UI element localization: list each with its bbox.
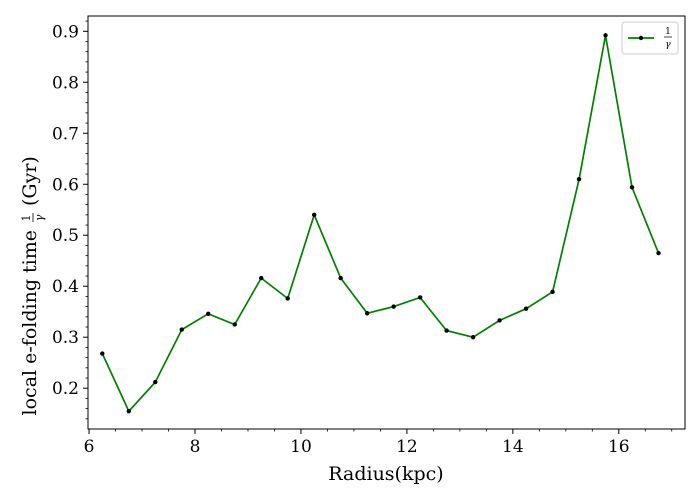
data-point [470, 335, 476, 340]
data-point [311, 212, 317, 218]
data-point [206, 311, 211, 316]
y-tick-label: 0.8 [52, 73, 79, 93]
x-minor-ticks [115, 429, 673, 432]
y-tick-label: 0.3 [52, 328, 79, 348]
y-tick-label: 0.7 [52, 124, 79, 144]
series-points [100, 33, 661, 414]
data-point [550, 289, 555, 295]
plot-frame [87, 15, 686, 430]
x-tick-label: 16 [608, 437, 630, 457]
data-point [444, 328, 449, 333]
series-line [101, 35, 660, 413]
data-point [417, 295, 423, 300]
data-point [232, 322, 237, 327]
data-point [338, 275, 343, 281]
y-axis-label: local e-folding time 1 γ (Gyr) [19, 156, 46, 415]
y-axis-label-unit: (Gyr) [19, 156, 41, 206]
x-tick-label: 12 [396, 437, 418, 457]
data-point [603, 33, 608, 38]
data-point [576, 176, 582, 182]
y-axis-label-text: local e-folding time [19, 230, 41, 415]
x-axis-ticks: 6 8 10 12 14 16 [84, 429, 630, 457]
legend-label-numerator: 1 [665, 27, 671, 37]
y-tick-label: 0.4 [52, 277, 79, 297]
y-minor-ticks [85, 20, 88, 420]
data-point [497, 318, 502, 323]
legend-marker [638, 35, 644, 41]
y-axis-label-denominator: γ [33, 214, 46, 221]
x-tick-label: 8 [190, 437, 201, 457]
legend-label-denominator: γ [665, 40, 671, 50]
data-point [153, 379, 158, 385]
data-point [259, 275, 264, 281]
data-point [126, 408, 131, 414]
x-tick-label: 10 [290, 437, 312, 457]
y-tick-label: 0.5 [52, 226, 79, 246]
data-point [523, 306, 529, 311]
y-tick-label: 0.6 [52, 175, 79, 195]
x-tick-label: 14 [502, 437, 524, 457]
data-point [391, 304, 396, 309]
data-point [179, 327, 184, 332]
legend: 1 γ [621, 21, 679, 55]
y-axis-label-numerator: 1 [20, 215, 33, 222]
x-axis-label: Radius(kpc) [328, 463, 443, 485]
data-point [364, 311, 370, 316]
data-point [629, 185, 635, 190]
y-tick-label: 0.2 [52, 379, 79, 399]
x-tick-label: 6 [84, 437, 95, 457]
data-point [656, 250, 661, 256]
y-axis-ticks: 0.2 0.3 0.4 0.5 0.6 0.7 0.8 0.9 [52, 22, 88, 399]
y-tick-label: 0.9 [52, 22, 79, 42]
data-point [285, 296, 290, 301]
data-point [100, 351, 105, 356]
